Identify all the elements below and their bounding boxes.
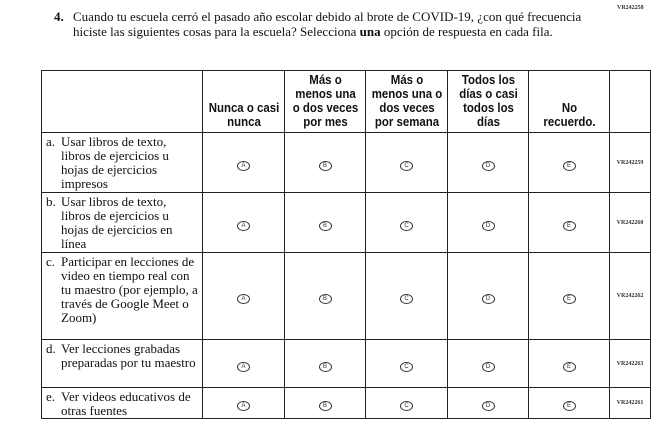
question-text-part: Cuando tu escuela cerró el pasado año es…	[73, 9, 582, 39]
row-text: Ver lecciones grabadas preparadas por tu…	[61, 341, 196, 370]
column-header: Más o menos una o dos veces por mes	[288, 70, 362, 133]
option-bubble-b[interactable]: B	[318, 401, 332, 411]
item-id: VR242260	[609, 192, 651, 253]
row-letter: d.	[46, 341, 56, 356]
header-blank	[611, 70, 649, 133]
option-cell: D	[447, 387, 529, 419]
column-header: No recuerdo.	[532, 70, 606, 133]
option-bubble-b[interactable]: B	[318, 294, 332, 304]
option-bubble-b[interactable]: B	[318, 160, 332, 171]
question-text-bold: una	[359, 23, 381, 39]
option-cell: E	[528, 132, 610, 193]
option-bubble-d[interactable]: D	[481, 361, 495, 372]
row-letter: e.	[46, 389, 56, 404]
option-cell: A	[202, 132, 285, 193]
row-label: d. Ver lecciones grabadas preparadas por …	[41, 339, 203, 388]
option-bubble-b[interactable]: B	[318, 361, 332, 372]
header-row: Nunca o casi nunca Más o menos una o dos…	[42, 70, 651, 133]
option-cell: A	[202, 192, 285, 253]
option-cell: E	[528, 192, 610, 253]
row-text: Usar libros de texto, libros de ejercici…	[61, 134, 169, 191]
table-row: e. Ver videos educativos de otras fuentes…	[41, 387, 651, 419]
option-bubble-d[interactable]: D	[481, 294, 495, 304]
option-bubble-c[interactable]: C	[400, 294, 413, 304]
table-row: c. Participar en lecciones de video en ti…	[41, 252, 651, 340]
option-cell: A	[202, 387, 285, 419]
option-bubble-a[interactable]: A	[237, 160, 250, 171]
item-id: VR242259	[609, 132, 651, 193]
table-row: d. Ver lecciones grabadas preparadas por …	[41, 339, 651, 388]
option-bubble-e[interactable]: E	[562, 401, 576, 411]
option-bubble-c[interactable]: C	[400, 401, 413, 411]
option-bubble-c[interactable]: C	[400, 160, 413, 171]
item-id: VR242261	[609, 387, 651, 419]
table-row: b. Usar libros de texto, libros de ejerci…	[41, 192, 651, 253]
option-cell: B	[284, 252, 366, 340]
row-label: e. Ver videos educativos de otras fuentes	[41, 387, 203, 419]
option-cell: D	[447, 132, 529, 193]
row-letter: c.	[46, 254, 56, 269]
option-bubble-d[interactable]: D	[481, 220, 495, 231]
option-cell: A	[202, 339, 285, 388]
option-bubble-d[interactable]: D	[481, 401, 495, 411]
column-header: Más o menos una o dos veces por semana	[369, 70, 444, 133]
option-cell: E	[528, 339, 610, 388]
option-bubble-e[interactable]: E	[562, 160, 576, 171]
question-number: 4.	[54, 9, 64, 24]
question-text-part: opción de respuesta en cada fila.	[380, 23, 553, 39]
option-cell: E	[528, 387, 610, 419]
option-cell: C	[365, 192, 448, 253]
response-grid: Nunca o casi nunca Más o menos una o dos…	[41, 70, 651, 419]
header-blank	[50, 70, 194, 133]
question-text: Cuando tu escuela cerró el pasado año es…	[73, 9, 588, 39]
option-bubble-e[interactable]: E	[562, 361, 576, 372]
option-cell: D	[447, 339, 529, 388]
option-bubble-e[interactable]: E	[562, 220, 576, 231]
item-id: VR242263	[609, 339, 651, 388]
option-bubble-c[interactable]: C	[400, 361, 413, 372]
option-cell: D	[447, 252, 529, 340]
column-header: Nunca o casi nunca	[206, 70, 281, 133]
option-bubble-a[interactable]: A	[237, 361, 250, 372]
row-text: Ver videos educativos de otras fuentes	[61, 389, 191, 418]
option-cell: A	[202, 252, 285, 340]
option-bubble-a[interactable]: A	[237, 220, 250, 231]
option-bubble-b[interactable]: B	[318, 220, 332, 231]
row-label: c. Participar en lecciones de video en ti…	[41, 252, 203, 340]
row-letter: b.	[46, 194, 56, 209]
option-cell: C	[365, 387, 448, 419]
column-header: Todos los días o casi todos los días	[451, 70, 525, 133]
option-cell: C	[365, 132, 448, 193]
option-cell: B	[284, 132, 366, 193]
table-row: a. Usar libros de texto, libros de ejerci…	[41, 132, 651, 193]
row-label: a. Usar libros de texto, libros de ejerci…	[41, 132, 203, 193]
row-text: Usar libros de texto, libros de ejercici…	[61, 194, 173, 251]
option-cell: B	[284, 387, 366, 419]
option-cell: E	[528, 252, 610, 340]
option-bubble-c[interactable]: C	[400, 220, 413, 231]
option-cell: C	[365, 252, 448, 340]
row-label: b. Usar libros de texto, libros de ejerci…	[41, 192, 203, 253]
option-cell: C	[365, 339, 448, 388]
row-text: Participar en lecciones de video en tiem…	[61, 254, 198, 325]
option-bubble-d[interactable]: D	[481, 160, 495, 171]
option-bubble-a[interactable]: A	[237, 294, 250, 304]
option-cell: B	[284, 339, 366, 388]
item-id: VR242262	[609, 252, 651, 340]
option-bubble-e[interactable]: E	[562, 294, 576, 304]
row-letter: a.	[46, 134, 56, 149]
option-bubble-a[interactable]: A	[237, 401, 250, 411]
question-id: VR242258	[617, 5, 644, 11]
option-cell: D	[447, 192, 529, 253]
option-cell: B	[284, 192, 366, 253]
